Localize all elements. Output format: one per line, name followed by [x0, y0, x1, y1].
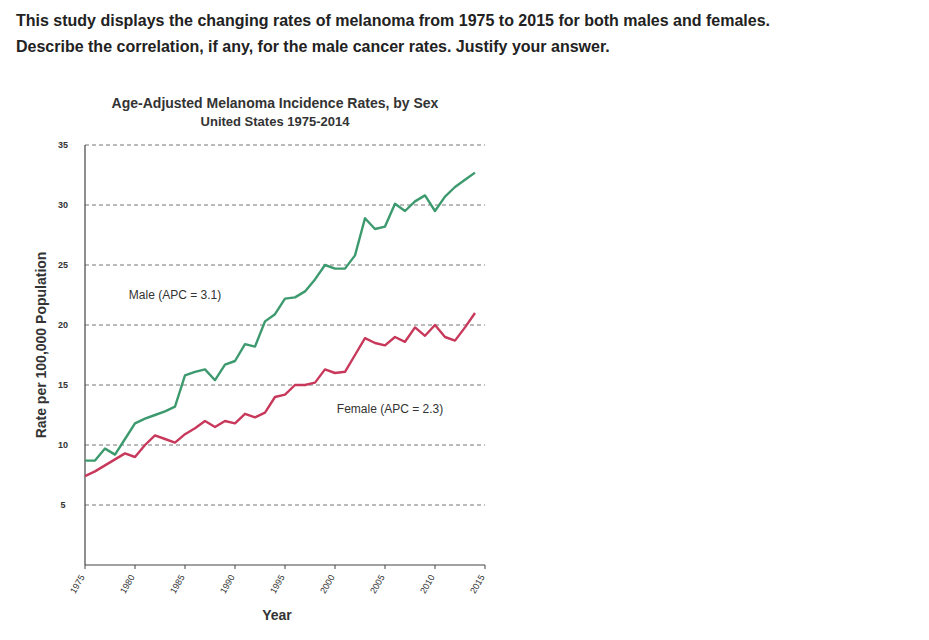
- y-tick-label: 15: [58, 380, 68, 390]
- y-tick-label: 25: [58, 260, 68, 270]
- grid-line: [85, 145, 485, 146]
- x-tick-label: 1985: [168, 573, 187, 595]
- grid-line: [85, 505, 485, 506]
- y-tick-label: 5: [60, 500, 65, 510]
- x-tick: [85, 565, 86, 569]
- x-tick-label: 2005: [368, 573, 387, 595]
- y-tick-label: 10: [58, 440, 68, 450]
- annotation: Male (APC = 3.1): [129, 288, 221, 302]
- x-tick: [185, 565, 186, 569]
- y-tick-label: 35: [58, 140, 68, 150]
- grid-line: [85, 325, 485, 326]
- y-axis: [84, 145, 85, 565]
- x-tick-label: 1995: [268, 573, 287, 595]
- x-tick-label: 2015: [468, 573, 487, 595]
- x-tick: [435, 565, 436, 569]
- y-tick-label: 20: [58, 320, 68, 330]
- grid-line: [85, 385, 485, 386]
- y-tick-label: 30: [58, 200, 68, 210]
- chart: Age-Adjusted Melanoma Incidence Rates, b…: [0, 0, 929, 640]
- plot-area: [85, 173, 475, 477]
- y-axis-label: Rate per 100,000 Population: [33, 252, 49, 439]
- grid-line: [85, 205, 485, 206]
- series-line: [85, 313, 475, 476]
- x-tick-label: 1990: [218, 573, 237, 595]
- annotation: Female (APC = 2.3): [337, 402, 443, 416]
- x-tick: [235, 565, 236, 569]
- x-tick-label: 2010: [418, 573, 437, 595]
- grid-line: [85, 265, 485, 266]
- x-tick: [135, 565, 136, 569]
- question-line: This study displays the changing rates o…: [16, 8, 770, 34]
- x-tick: [485, 565, 486, 569]
- question: This study displays the changing rates o…: [16, 8, 770, 60]
- title: Age-Adjusted Melanoma Incidence Rates, b…: [112, 95, 439, 111]
- x-tick-label: 1980: [118, 573, 137, 595]
- question-line: Describe the correlation, if any, for th…: [16, 34, 770, 60]
- x-tick-label: 1975: [68, 573, 87, 595]
- x-tick: [285, 565, 286, 569]
- subtitle: United States 1975-2014: [201, 114, 351, 129]
- x-tick: [335, 565, 336, 569]
- x-tick-label: 2000: [318, 573, 337, 595]
- series-line: [85, 173, 475, 461]
- x-tick: [385, 565, 386, 569]
- x-axis-label: Year: [262, 607, 292, 623]
